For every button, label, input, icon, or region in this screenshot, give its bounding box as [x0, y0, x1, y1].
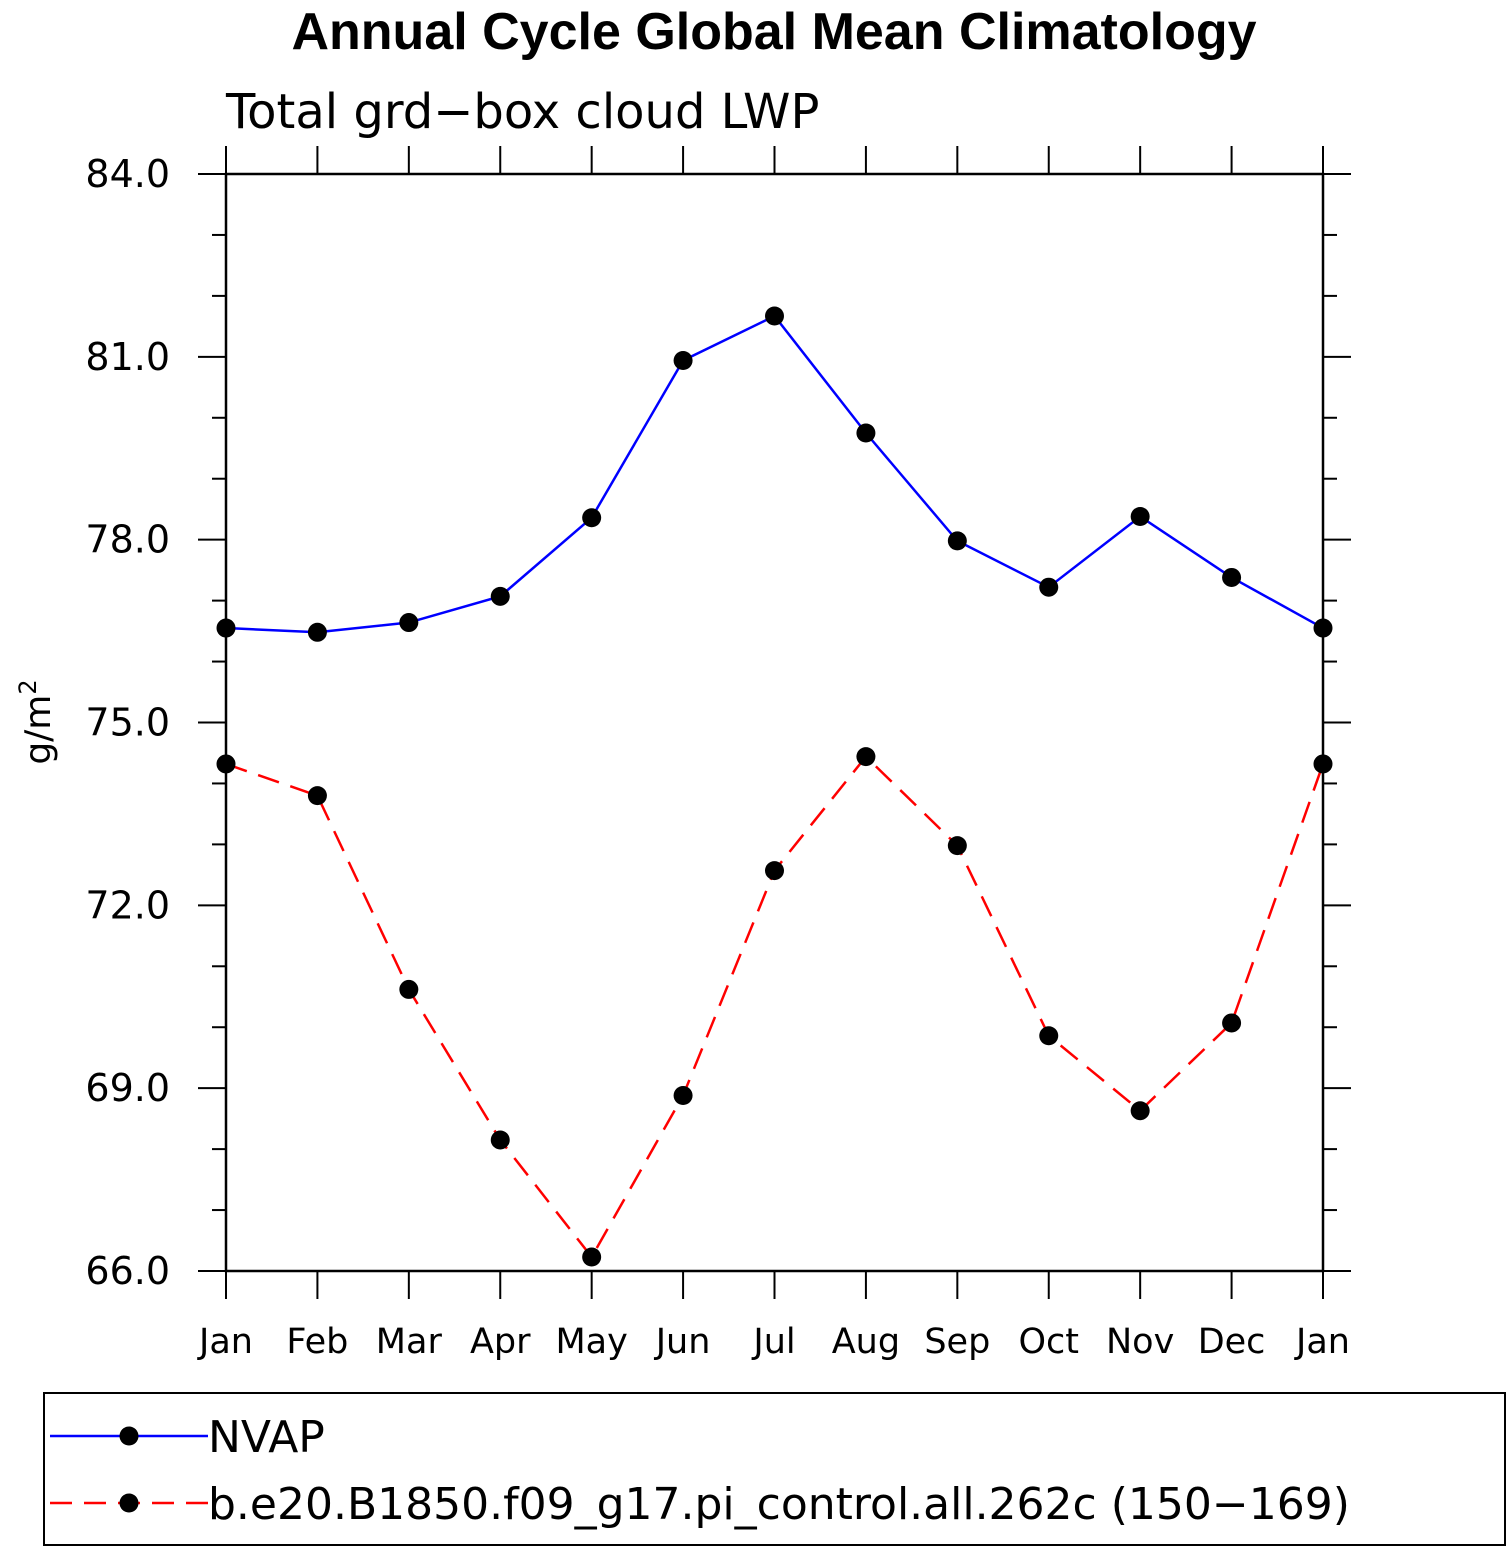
series-1-point — [399, 613, 419, 633]
legend-box — [43, 1392, 1506, 1546]
chart-subtitle: Total grd−box cloud LWP — [225, 84, 819, 140]
series-1-point — [307, 622, 327, 642]
series-1-point — [1130, 507, 1150, 527]
series-2-point — [1130, 1101, 1150, 1121]
y-tick-label: 66.0 — [85, 1249, 170, 1293]
x-tick-label: Jun — [654, 1322, 711, 1362]
y-tick-label: 84.0 — [85, 152, 170, 196]
x-tick-label: Sep — [924, 1322, 990, 1362]
legend: NVAP b.e20.B1850.f09_g17.pi_control.all.2… — [43, 1392, 1506, 1546]
y-axis-label: g/m2 — [14, 679, 59, 764]
series-2-point — [856, 747, 876, 767]
y-tick-label: 69.0 — [85, 1066, 170, 1110]
legend-label-2: b.e20.B1850.f09_g17.pi_control.all.262c … — [208, 1479, 1350, 1530]
svg-text:g/m2: g/m2 — [14, 679, 59, 764]
series-2-point — [1313, 754, 1333, 774]
series-layer — [216, 306, 1333, 1267]
y-tick-label: 75.0 — [85, 701, 170, 745]
x-tick-label: Oct — [1018, 1322, 1079, 1362]
series-1-point — [1313, 618, 1333, 638]
series-2-point — [673, 1085, 693, 1105]
series-2-point — [1039, 1026, 1059, 1046]
plot-frame — [224, 172, 1325, 1273]
axes-layer: Jan Feb Mar Apr May Jun Jul Aug Sep Oct Nov Dec Jan 6… — [85, 146, 1351, 1362]
x-tick-label: Jul — [751, 1322, 795, 1362]
legend-label-1: NVAP — [208, 1412, 325, 1463]
x-tick-label: Mar — [376, 1322, 443, 1362]
x-tick-label: Nov — [1106, 1322, 1174, 1362]
series-2-point — [216, 754, 236, 774]
series-line-1 — [225, 314, 1324, 634]
series-2-point — [765, 861, 784, 881]
x-tick-label: Apr — [470, 1322, 531, 1362]
y-axis-label-text: g/m — [18, 695, 59, 765]
series-1-point — [673, 350, 693, 370]
series-1-point — [490, 586, 510, 606]
x-tick-label: Aug — [832, 1322, 900, 1362]
series-2-point — [399, 979, 419, 999]
page-title: Annual Cycle Global Mean Climatology — [291, 3, 1257, 61]
x-tick-label: Jan — [1294, 1322, 1350, 1362]
series-1-point — [216, 618, 236, 638]
series-2-point — [490, 1130, 510, 1150]
series-2-point — [582, 1247, 602, 1267]
y-tick-label: 81.0 — [85, 335, 170, 379]
x-tick-label: Jan — [197, 1322, 253, 1362]
series-2-point — [307, 786, 327, 806]
legend-marker-2 — [119, 1493, 139, 1513]
series-1-point — [1222, 567, 1242, 587]
series-1-point — [582, 508, 602, 528]
y-axis-label-superscript: 2 — [14, 679, 42, 694]
series-1-point — [1039, 577, 1059, 597]
y-tick-label: 78.0 — [85, 518, 170, 562]
series-2-point — [1222, 1013, 1242, 1033]
x-tick-label: Dec — [1198, 1322, 1266, 1362]
series-1-point — [947, 531, 967, 551]
x-tick-label: Feb — [286, 1322, 348, 1362]
series-2-point — [947, 836, 967, 856]
legend-marker-1 — [119, 1426, 139, 1446]
x-tick-label: May — [555, 1322, 627, 1362]
y-tick-label: 72.0 — [85, 883, 170, 927]
series-1-point — [765, 306, 784, 326]
series-1-point — [856, 423, 876, 443]
series-line-2 — [225, 754, 1325, 1260]
